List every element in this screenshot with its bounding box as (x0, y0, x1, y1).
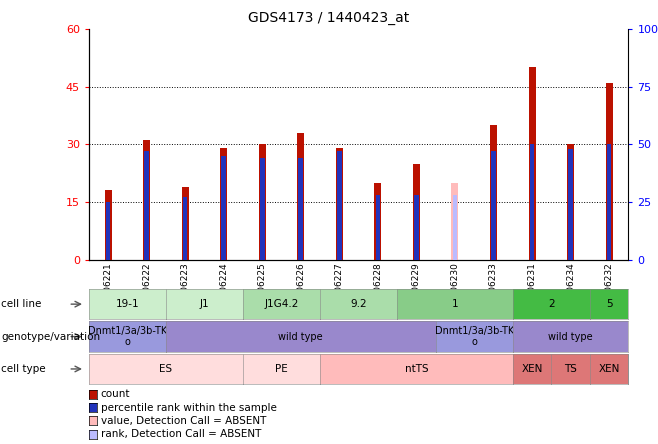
Text: value, Detection Call = ABSENT: value, Detection Call = ABSENT (101, 416, 266, 426)
Bar (260, 158, 265, 260)
Bar (143, 140, 150, 260)
Text: ES: ES (159, 364, 172, 374)
Bar (605, 83, 613, 260)
Bar (144, 151, 149, 260)
Bar (337, 151, 342, 260)
Text: XEN: XEN (598, 364, 620, 374)
Text: rank, Detection Call = ABSENT: rank, Detection Call = ABSENT (101, 429, 261, 439)
Bar (451, 183, 459, 260)
Text: cell line: cell line (1, 299, 41, 309)
Bar (299, 158, 303, 260)
Text: PE: PE (275, 364, 288, 374)
Text: genotype/variation: genotype/variation (1, 332, 101, 341)
Text: TS: TS (564, 364, 577, 374)
Bar (490, 125, 497, 260)
Text: TS: TS (622, 364, 635, 374)
Text: ntTS: ntTS (405, 364, 428, 374)
Text: 19-1: 19-1 (116, 299, 139, 309)
Text: Dnmt1/3a/3b-TK
o: Dnmt1/3a/3b-TK o (434, 326, 514, 347)
Bar (376, 195, 380, 260)
Bar (105, 190, 112, 260)
Bar (453, 195, 457, 260)
Text: J1: J1 (199, 299, 209, 309)
Text: count: count (101, 389, 130, 399)
Text: Dnmt1/3a/3b-TK
o: Dnmt1/3a/3b-TK o (88, 326, 167, 347)
Bar (530, 144, 534, 260)
Text: percentile rank within the sample: percentile rank within the sample (101, 403, 276, 412)
Bar (567, 144, 574, 260)
Text: 9.2: 9.2 (350, 299, 367, 309)
Bar (183, 198, 188, 260)
Text: cell type: cell type (1, 364, 46, 374)
Text: 5: 5 (606, 299, 613, 309)
Bar (491, 151, 496, 260)
Bar (182, 186, 189, 260)
Text: 1: 1 (451, 299, 458, 309)
Bar (221, 156, 226, 260)
Bar (374, 183, 382, 260)
Bar (106, 202, 111, 260)
Text: J1G4.2: J1G4.2 (265, 299, 299, 309)
Bar (220, 148, 227, 260)
Text: GDS4173 / 1440423_at: GDS4173 / 1440423_at (248, 11, 410, 25)
Bar (336, 148, 343, 260)
Bar (414, 195, 418, 260)
Text: wild type: wild type (548, 332, 593, 341)
Bar (528, 67, 536, 260)
Bar (413, 163, 420, 260)
Text: XEN: XEN (521, 364, 543, 374)
Bar (297, 133, 304, 260)
Bar (607, 144, 611, 260)
Text: wild type: wild type (278, 332, 323, 341)
Bar (259, 144, 266, 260)
Text: 2: 2 (548, 299, 555, 309)
Bar (569, 149, 573, 260)
